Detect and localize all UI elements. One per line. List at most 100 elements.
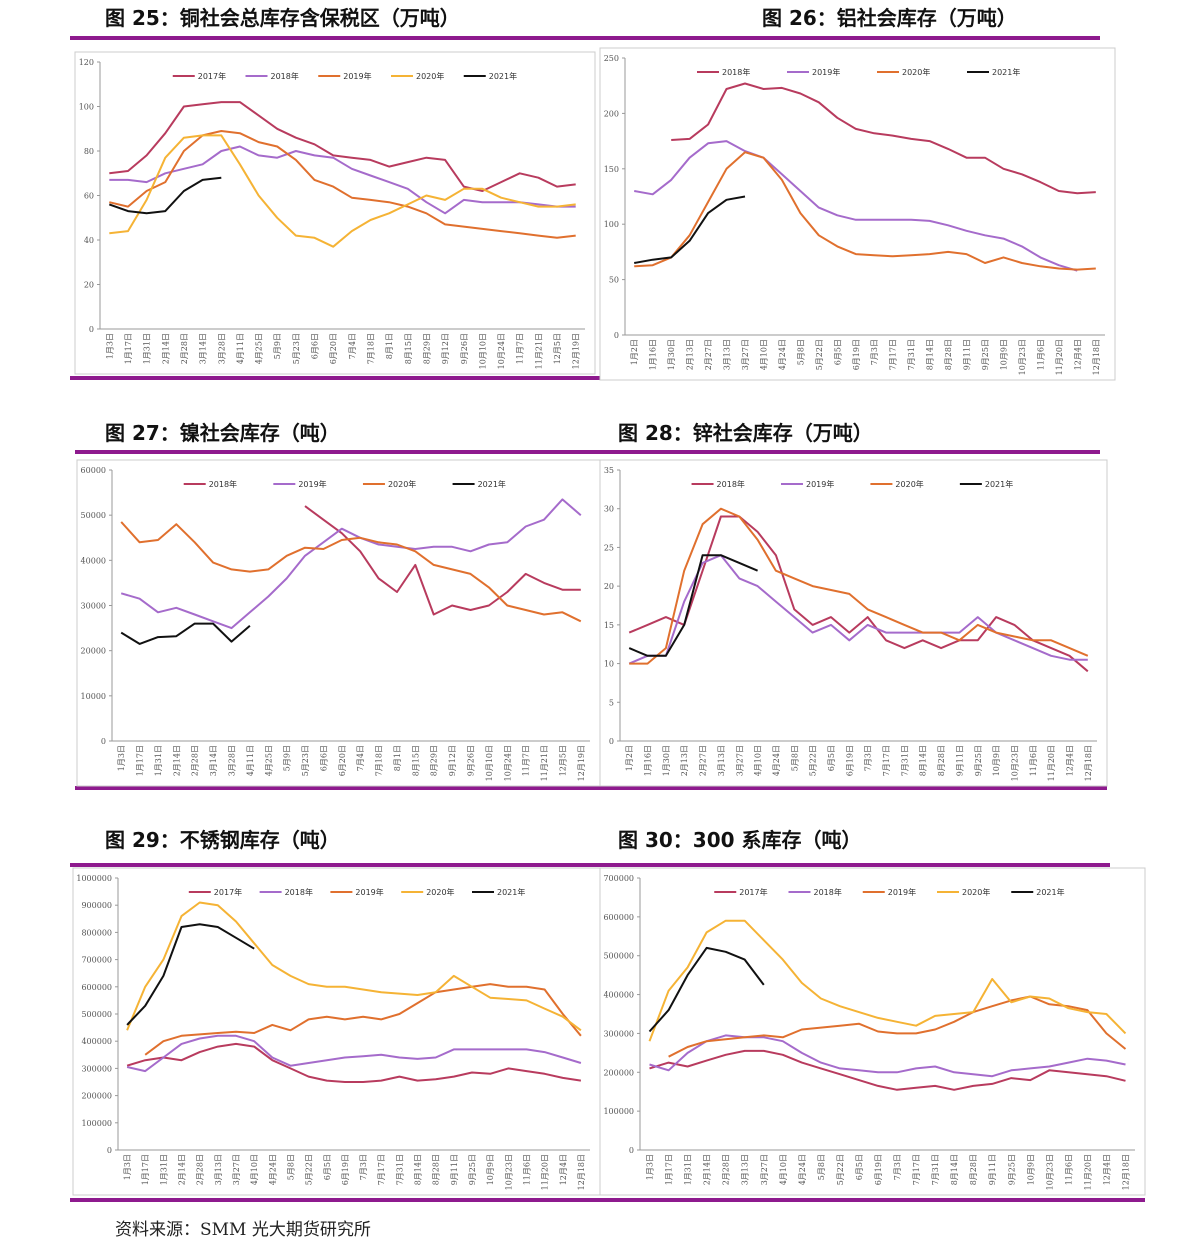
chart: 0 100000 200000 300000 400000 500000 600000 700… [72, 867, 601, 1196]
series-line [120, 521, 582, 623]
x-tick-label: 7月3日 [864, 745, 873, 771]
chart-title: 图 27：镍社会库存（吨） [105, 421, 340, 445]
x-tick-label: 2月28日 [722, 1154, 731, 1185]
chart-frame [599, 867, 1146, 1196]
x-tick-label: 6月5日 [827, 745, 836, 771]
x-tick-label: 7月4日 [356, 745, 365, 771]
y-tick-label: 400000 [603, 991, 634, 1000]
x-tick-label: 6月20日 [338, 745, 347, 776]
y-tick-label: 250 [604, 54, 619, 63]
y-tick-label: 30000 [81, 602, 106, 611]
y-tick-label: 300000 [603, 1029, 634, 1038]
legend-label: 2021年 [478, 479, 506, 489]
legend-label: 2020年 [895, 479, 923, 489]
x-tick-label: 8月14日 [926, 339, 935, 370]
series-line [649, 1049, 1126, 1091]
x-tick-label: 9月11日 [988, 1154, 997, 1185]
x-tick-label: 3月27日 [232, 1154, 241, 1185]
x-tick-label: 7月3日 [359, 1154, 368, 1180]
x-tick-label: 6月19日 [341, 1154, 350, 1185]
series-line [671, 82, 1096, 195]
x-tick-label: 8月14日 [414, 1154, 423, 1185]
x-tick-label: 3月27日 [760, 1154, 769, 1185]
x-tick-label: 3月27日 [735, 745, 744, 776]
y-tick-label: 25 [604, 543, 614, 552]
x-tick-label: 12月5日 [558, 745, 567, 776]
y-tick-label: 1000000 [76, 874, 112, 883]
x-tick-label: 7月3日 [870, 339, 879, 365]
x-tick-label: 4月10日 [754, 745, 763, 776]
x-tick-label: 2月28日 [196, 1154, 205, 1185]
legend-label: 2017年 [214, 887, 242, 897]
y-tick-label: 700000 [81, 956, 112, 965]
y-tick-label: 150 [604, 165, 619, 174]
x-tick-label: 7月4日 [348, 333, 357, 359]
x-tick-label: 11月20日 [1055, 339, 1064, 375]
x-tick-label: 8月28日 [937, 745, 946, 776]
x-tick-label: 9月12日 [448, 745, 457, 776]
legend-label: 2020年 [416, 71, 444, 81]
series-line [120, 498, 582, 630]
legend-label: 2018年 [209, 479, 237, 489]
y-tick-label: 500000 [81, 1010, 112, 1019]
x-tick-label: 9月26日 [467, 745, 476, 776]
x-tick-label: 10月9日 [1026, 1154, 1035, 1185]
series-line [634, 151, 1096, 271]
legend-label: 2020年 [426, 887, 454, 897]
y-tick-label: 15 [604, 621, 614, 630]
series-line [109, 101, 576, 192]
x-tick-label: 7月31日 [395, 1154, 404, 1185]
y-tick-label: 10 [604, 660, 614, 669]
y-tick-label: 60000 [81, 466, 106, 475]
y-tick-label: 200000 [603, 1068, 634, 1077]
x-tick-label: 1月16日 [644, 745, 653, 776]
series-line [126, 1034, 582, 1073]
x-tick-label: 1月16日 [649, 339, 658, 370]
x-tick-label: 7月18日 [366, 333, 375, 364]
y-tick-label: 20 [84, 281, 94, 290]
x-tick-label: 8月28日 [969, 1154, 978, 1185]
x-tick-label: 6月20日 [329, 333, 338, 364]
y-tick-label: 600000 [81, 983, 112, 992]
x-tick-label: 2月14日 [703, 1154, 712, 1185]
x-tick-label: 9月26日 [460, 333, 469, 364]
x-tick-label: 4月25日 [264, 745, 273, 776]
x-tick-label: 12月18日 [577, 1154, 586, 1190]
x-tick-label: 8月14日 [919, 745, 928, 776]
x-tick-label: 4月24日 [772, 745, 781, 776]
x-tick-label: 5月23日 [301, 745, 310, 776]
x-tick-label: 5月22日 [809, 745, 818, 776]
x-tick-label: 3月13日 [741, 1154, 750, 1185]
series-line [126, 1042, 582, 1083]
chart-frame [72, 867, 601, 1196]
series-line [304, 505, 581, 616]
series-line [628, 554, 758, 657]
x-tick-label: 3月28日 [228, 745, 237, 776]
y-tick-label: 80 [84, 147, 94, 156]
y-tick-label: 40000 [81, 556, 106, 565]
legend-label: 2019年 [343, 71, 371, 81]
x-tick-label: 6月6日 [319, 745, 328, 771]
x-tick-label: 11月6日 [1036, 339, 1045, 370]
chart-frame [599, 47, 1116, 381]
x-tick-label: 4月24日 [778, 339, 787, 370]
x-tick-label: 6月19日 [845, 745, 854, 776]
x-tick-label: 1月17日 [141, 1154, 150, 1185]
x-tick-label: 2月13日 [680, 745, 689, 776]
legend-label: 2020年 [388, 479, 416, 489]
x-tick-label: 9月11日 [963, 339, 972, 370]
x-tick-label: 11月7日 [516, 333, 525, 364]
chart: 0 100000 200000 300000 400000 500000 600000 700… [599, 867, 1146, 1196]
y-tick-label: 30 [604, 505, 614, 514]
y-tick-label: 35 [604, 466, 614, 475]
x-tick-label: 3月27日 [741, 339, 750, 370]
legend-label: 2019年 [806, 479, 834, 489]
y-tick-label: 20000 [81, 647, 106, 656]
x-tick-label: 1月3日 [105, 333, 114, 359]
x-tick-label: 12月4日 [1065, 745, 1074, 776]
x-tick-label: 10月23日 [1018, 339, 1027, 375]
x-tick-label: 10月23日 [504, 1154, 513, 1190]
chart: 0 20 40 60 80 100 120 1月3日 1月17日 1月31日 2月14日 2月28日 3… [74, 51, 596, 375]
